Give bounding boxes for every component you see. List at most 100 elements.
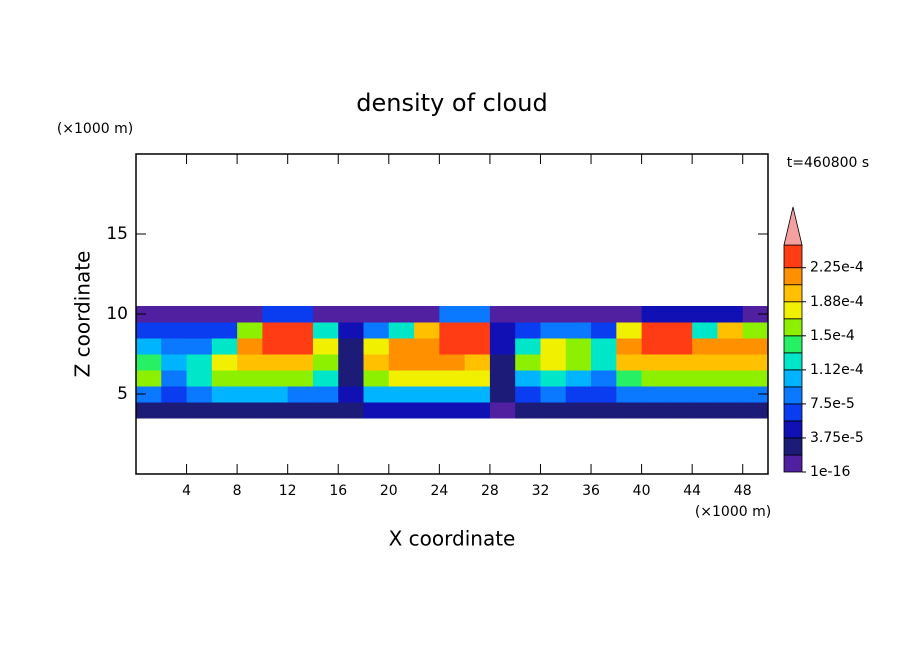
contour-cell (591, 370, 617, 387)
contour-cell (717, 386, 744, 403)
colorbar-band (783, 420, 803, 439)
contour-cell (161, 386, 188, 403)
contour-cell (540, 386, 567, 403)
contour-cell (237, 402, 263, 419)
contour-cell (641, 306, 668, 323)
contour-cell (616, 386, 643, 403)
contour-cell (742, 306, 769, 323)
contour-cell (211, 370, 238, 387)
contour-cell (515, 370, 541, 387)
contour-cell (287, 306, 314, 323)
x-tick-label: 36 (582, 483, 600, 499)
y-axis-label: Z coordinate (71, 251, 95, 378)
contour-cell (565, 386, 592, 403)
contour-cell (136, 402, 162, 419)
time-annotation: t=460800 s (787, 155, 869, 171)
contour-cell (211, 354, 238, 371)
contour-cell (489, 386, 516, 403)
contour-cell (136, 306, 162, 323)
contour-cell (515, 306, 541, 323)
contour-cell (742, 370, 769, 387)
contour-cell (666, 386, 693, 403)
contour-cell (363, 402, 390, 419)
colorbar-band (783, 267, 803, 286)
contour-cell (540, 354, 567, 371)
contour-cell (742, 322, 769, 339)
contour-cell (414, 402, 440, 419)
contour-cell (515, 338, 541, 355)
contour-cell (312, 370, 339, 387)
contour-cell (616, 354, 643, 371)
contour-cell (717, 306, 744, 323)
contour-cell (414, 386, 440, 403)
colorbar-band (783, 437, 803, 456)
contour-cell (565, 338, 592, 355)
contour-cell (515, 322, 541, 339)
contour-cell (742, 338, 769, 355)
contour-cell (717, 322, 744, 339)
contour-cell (338, 322, 365, 339)
contour-cell (641, 354, 668, 371)
contour-cell (515, 386, 541, 403)
contour-cell (161, 370, 188, 387)
contour-cell (591, 386, 617, 403)
colorbar-tick-label: 7.5e-5 (810, 396, 855, 412)
colorbar-over-arrow (783, 206, 803, 246)
contour-cell (363, 322, 390, 339)
contour-cell (616, 370, 643, 387)
contour-cell (186, 338, 213, 355)
x-tick-label: 32 (532, 483, 550, 499)
colorbar-tick-label: 2.25e-4 (810, 260, 864, 276)
contour-cell (666, 354, 693, 371)
contour-cell (363, 370, 390, 387)
contour-cell (717, 402, 744, 419)
contour-cell (338, 354, 365, 371)
contour-cell (211, 322, 238, 339)
contour-cell (136, 370, 162, 387)
contour-cell (540, 370, 567, 387)
x-tick-label: 44 (683, 483, 701, 499)
contour-cell (666, 322, 693, 339)
contour-cell (136, 354, 162, 371)
contour-cell (616, 402, 643, 419)
contour-cell (136, 322, 162, 339)
contour-cell (414, 338, 440, 355)
contour-cell (641, 386, 668, 403)
contour-cell (565, 322, 592, 339)
contour-cell (489, 322, 516, 339)
contour-cell (186, 370, 213, 387)
colorbar-band (783, 318, 803, 337)
contour-cell (439, 402, 466, 419)
contour-cell (237, 322, 263, 339)
contour-cell (414, 354, 440, 371)
contour-cell (742, 386, 769, 403)
colorbar-tick-label: 1.5e-4 (810, 328, 855, 344)
contour-cell (565, 306, 592, 323)
contour-cell (591, 338, 617, 355)
contour-cell (363, 386, 390, 403)
contour-cell (262, 338, 289, 355)
contour-cell (388, 338, 415, 355)
colorbar-band (783, 369, 803, 388)
contour-cell (565, 354, 592, 371)
contour-cell (717, 354, 744, 371)
contour-cell (237, 354, 263, 371)
contour-cell (489, 306, 516, 323)
contour-cell (388, 322, 415, 339)
y-tick-label: 10 (106, 304, 128, 324)
contour-cell (237, 386, 263, 403)
contour-cell (388, 354, 415, 371)
contour-cell (439, 354, 466, 371)
contour-cell (186, 354, 213, 371)
contour-cell (136, 386, 162, 403)
colorbar-band (783, 403, 803, 422)
colorbar-band (783, 244, 803, 269)
x-tick-label: 4 (182, 483, 191, 499)
contour-cell (666, 370, 693, 387)
contour-cell (287, 402, 314, 419)
contour-cell (641, 402, 668, 419)
contour-cell (338, 338, 365, 355)
contour-cell (211, 306, 238, 323)
contour-cell (211, 338, 238, 355)
